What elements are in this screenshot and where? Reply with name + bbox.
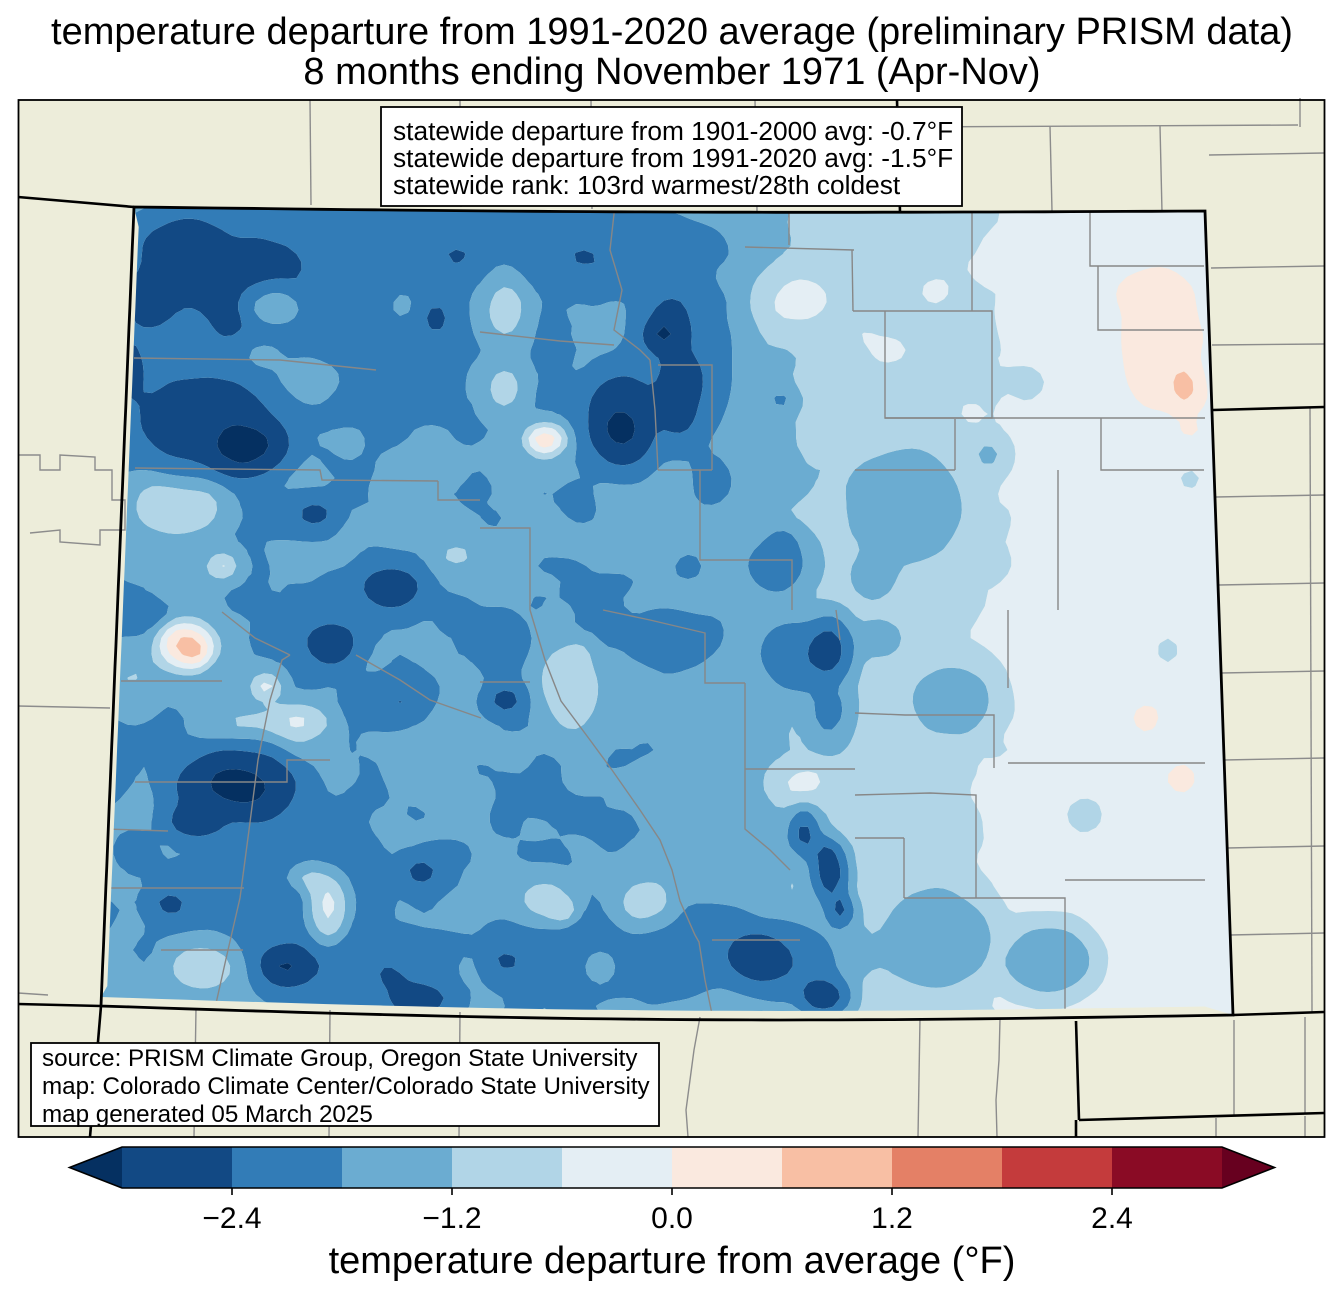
svg-text:map: Colorado Climate Center/C: map: Colorado Climate Center/Colorado St…: [42, 1073, 651, 1100]
svg-text:−1.2: −1.2: [422, 1202, 481, 1235]
svg-text:statewide departure from 1991-: statewide departure from 1991-2020 avg: …: [393, 143, 953, 173]
svg-text:statewide departure from 1901-: statewide departure from 1901-2000 avg: …: [393, 116, 953, 146]
svg-text:2.4: 2.4: [1091, 1202, 1133, 1235]
svg-text:temperature departure from ave: temperature departure from average (°F): [329, 1240, 1016, 1282]
svg-text:8 months ending November 1971: 8 months ending November 1971 (Apr-Nov): [303, 51, 1040, 93]
svg-text:source: PRISM Climate Group, O: source: PRISM Climate Group, Oregon Stat…: [42, 1045, 638, 1072]
svg-text:1.2: 1.2: [871, 1202, 913, 1235]
svg-text:0.0: 0.0: [651, 1202, 693, 1235]
svg-text:map generated 05 March 2025: map generated 05 March 2025: [42, 1101, 373, 1128]
svg-text:temperature departure from 199: temperature departure from 1991-2020 ave…: [51, 11, 1293, 53]
svg-text:−2.4: −2.4: [202, 1202, 261, 1235]
svg-text:statewide rank: 103rd warmest/: statewide rank: 103rd warmest/28th colde…: [393, 170, 901, 200]
